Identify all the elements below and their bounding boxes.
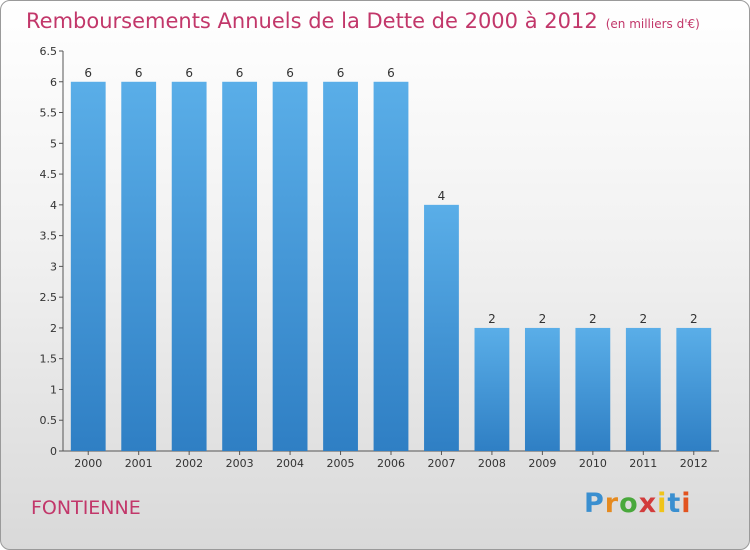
y-tick-label: 6.5 xyxy=(40,45,58,58)
bar xyxy=(373,81,409,452)
bar-data-label: 2 xyxy=(539,312,547,326)
x-tick-label: 2002 xyxy=(175,457,203,470)
x-tick-label: 2000 xyxy=(74,457,102,470)
bar xyxy=(121,81,157,452)
logo-letter: i xyxy=(681,488,692,519)
bar-data-label: 6 xyxy=(185,66,193,80)
bar-data-label: 2 xyxy=(589,312,597,326)
bar-data-label: 6 xyxy=(387,66,395,80)
y-tick-label: 3.5 xyxy=(40,230,58,243)
logo-letter: P xyxy=(584,488,605,519)
y-tick-label: 4.5 xyxy=(40,168,58,181)
bar xyxy=(323,81,358,452)
logo-letter: t xyxy=(667,488,682,519)
x-tick-label: 2010 xyxy=(579,457,607,470)
x-tick-label: 2003 xyxy=(226,457,254,470)
x-tick-label: 2009 xyxy=(528,457,556,470)
chart-axes: 0 0.5 1 1.5 2 2.5 3 3.5 4 4.5 5 5.5 6 6.5 2000 2001 2002… xyxy=(40,45,719,470)
bar-data-label: 2 xyxy=(488,312,496,326)
bar-data-label: 6 xyxy=(286,66,294,80)
logo-letter: x xyxy=(638,488,658,519)
x-tick-label: 2012 xyxy=(680,457,708,470)
chart-subtitle: (en milliers d'€) xyxy=(605,17,700,31)
bar-data-label: 4 xyxy=(438,189,446,203)
x-tick-label: 2001 xyxy=(125,457,153,470)
y-tick-label: 5 xyxy=(50,137,57,150)
chart-bars: 6 6 6 6 6 6 6 4 2 2 2 2 2 xyxy=(70,66,712,452)
bar-data-label: 2 xyxy=(690,312,698,326)
bar xyxy=(575,327,611,451)
bar xyxy=(222,81,258,452)
x-tick-label: 2005 xyxy=(327,457,355,470)
y-tick-label: 0 xyxy=(50,445,57,458)
y-tick-label: 4 xyxy=(50,199,57,212)
proxiti-logo: Proxiti xyxy=(584,488,692,519)
y-tick-label: 3 xyxy=(50,260,57,273)
bar xyxy=(474,327,510,451)
x-tick-label: 2007 xyxy=(427,457,455,470)
logo-letter: i xyxy=(657,488,668,519)
bar xyxy=(171,81,207,452)
y-tick-label: 6 xyxy=(50,76,57,89)
bar-data-label: 6 xyxy=(337,66,345,80)
bar xyxy=(625,327,661,451)
bar-data-label: 6 xyxy=(135,66,143,80)
x-tick-label: 2006 xyxy=(377,457,405,470)
y-tick-label: 1.5 xyxy=(40,353,58,366)
logo-letter: o xyxy=(619,488,639,519)
y-tick-label: 2 xyxy=(50,322,57,335)
bar xyxy=(272,81,308,452)
bar-data-label: 2 xyxy=(639,312,647,326)
bar xyxy=(70,81,106,452)
bar xyxy=(524,327,560,451)
y-tick-label: 0.5 xyxy=(40,414,58,427)
y-tick-label: 1 xyxy=(50,383,57,396)
x-tick-label: 2008 xyxy=(478,457,506,470)
y-tick-label: 2.5 xyxy=(40,291,58,304)
logo-letter: r xyxy=(604,488,620,519)
bar xyxy=(424,204,459,451)
bar-data-label: 6 xyxy=(84,66,92,80)
bar-data-label: 6 xyxy=(236,66,244,80)
y-tick-label: 5.5 xyxy=(40,107,58,120)
chart-title-text: Remboursements Annuels de la Dette de 20… xyxy=(26,9,598,33)
bar xyxy=(676,327,712,451)
x-tick-label: 2004 xyxy=(276,457,304,470)
x-tick-label: 2011 xyxy=(629,457,657,470)
chart-title: Remboursements Annuels de la Dette de 20… xyxy=(26,9,700,33)
commune-name: FONTIENNE xyxy=(31,497,141,519)
